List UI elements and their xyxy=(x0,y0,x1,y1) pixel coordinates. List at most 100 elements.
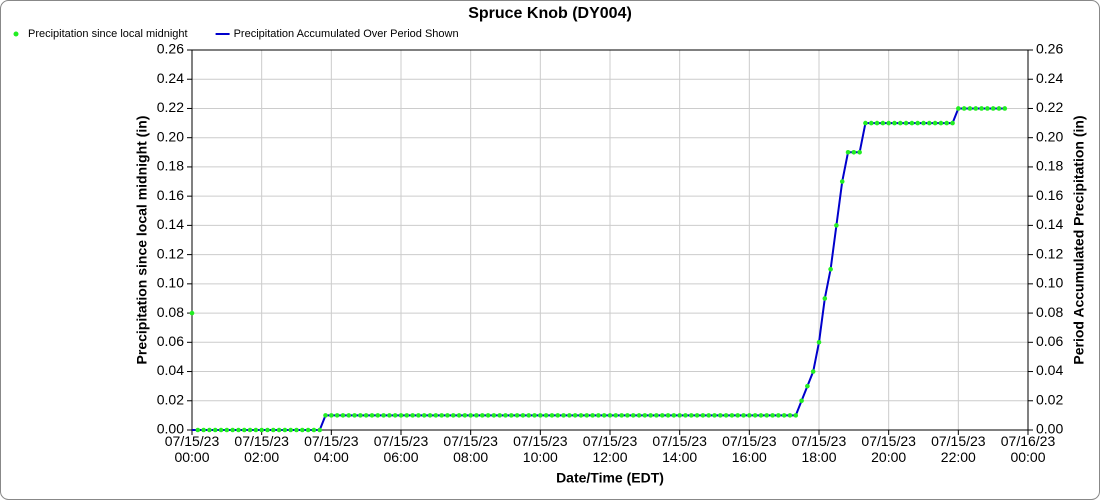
data-point xyxy=(421,413,427,418)
x-axis-label: Date/Time (EDT) xyxy=(556,470,664,486)
x-tick-label: 07/15/23 06:00 xyxy=(374,433,429,465)
data-point xyxy=(514,413,520,418)
y-tick-label: 0.04 xyxy=(157,362,184,378)
data-point xyxy=(973,106,979,111)
data-point xyxy=(259,427,264,433)
x-tick-label: 07/15/23 02:00 xyxy=(234,433,289,465)
data-point xyxy=(317,427,323,433)
x-tick-label: 07/15/23 16:00 xyxy=(722,433,777,465)
y-tick-label: 0.12 xyxy=(157,245,184,261)
y-tick-label: 0.16 xyxy=(157,187,184,203)
data-point xyxy=(729,413,735,418)
data-point xyxy=(503,413,508,418)
data-point xyxy=(909,120,915,126)
data-point xyxy=(799,398,804,404)
data-point xyxy=(450,413,456,418)
data-point xyxy=(607,413,613,418)
x-tick-label: 07/15/23 18:00 xyxy=(792,433,847,465)
legend-marker xyxy=(13,31,19,37)
x-tick-label: 07/15/23 10:00 xyxy=(513,433,568,465)
data-point xyxy=(491,413,497,418)
data-point xyxy=(207,427,212,433)
data-point xyxy=(776,413,781,418)
y-tick-label: 0.24 xyxy=(157,70,184,86)
y-axis-label: Precipitation since local midnight (in) xyxy=(134,116,150,365)
data-point xyxy=(358,413,363,418)
data-point xyxy=(288,427,293,433)
data-point xyxy=(880,120,886,126)
data-point xyxy=(741,413,746,418)
data-point xyxy=(839,179,845,184)
y2-tick-label: 0.00 xyxy=(1036,421,1063,437)
data-point xyxy=(282,427,288,433)
data-point xyxy=(950,120,955,126)
data-point xyxy=(828,266,833,272)
data-point xyxy=(822,296,828,301)
x-tick-label: 07/15/23 04:00 xyxy=(304,433,359,465)
data-point xyxy=(340,413,346,418)
data-point xyxy=(700,413,706,418)
data-point xyxy=(938,120,944,126)
data-point xyxy=(805,383,810,389)
legend-label: Precipitation Accumulated Over Period Sh… xyxy=(234,28,459,40)
data-point xyxy=(915,120,920,126)
data-point xyxy=(241,427,247,433)
data-point xyxy=(967,106,973,111)
data-point xyxy=(323,413,328,418)
data-point xyxy=(294,427,299,433)
y2-tick-label: 0.26 xyxy=(1036,41,1063,57)
y-tick-label: 0.22 xyxy=(157,99,184,115)
y-tick-label: 0.00 xyxy=(157,421,184,437)
data-point xyxy=(764,413,770,418)
data-point xyxy=(538,413,543,418)
data-point xyxy=(572,413,578,418)
data-point xyxy=(747,413,752,418)
data-point xyxy=(398,413,404,418)
data-point xyxy=(793,413,799,418)
data-point xyxy=(886,120,891,126)
x-tick-label: 07/15/23 12:00 xyxy=(583,433,638,465)
data-point xyxy=(410,413,415,418)
data-point xyxy=(810,369,816,374)
data-point xyxy=(596,413,601,418)
y-tick-label: 0.26 xyxy=(157,41,184,57)
data-point xyxy=(375,413,381,418)
data-point xyxy=(868,120,874,126)
data-point xyxy=(236,427,241,433)
data-point xyxy=(555,413,561,418)
x-tick-label: 07/15/23 08:00 xyxy=(443,433,498,465)
data-point xyxy=(276,427,282,433)
y2-tick-label: 0.20 xyxy=(1036,128,1063,144)
data-point xyxy=(897,120,903,126)
data-point xyxy=(770,413,775,418)
data-point xyxy=(543,413,549,418)
data-point xyxy=(735,413,741,418)
data-point xyxy=(346,413,352,418)
y2-tick-label: 0.08 xyxy=(1036,304,1063,320)
data-point xyxy=(845,150,851,155)
x-tick-label: 07/15/23 22:00 xyxy=(931,433,986,465)
data-point xyxy=(944,120,950,126)
data-point xyxy=(601,413,607,418)
data-point xyxy=(212,427,218,433)
data-point xyxy=(363,413,369,418)
data-point xyxy=(665,413,671,418)
data-point xyxy=(630,413,636,418)
data-point xyxy=(456,413,462,418)
data-point xyxy=(927,120,932,126)
data-point xyxy=(526,413,532,418)
data-point xyxy=(549,413,555,418)
data-point xyxy=(712,413,717,418)
data-point xyxy=(334,413,340,418)
data-point xyxy=(851,150,857,155)
data-point xyxy=(787,413,793,418)
data-point xyxy=(218,427,224,433)
data-point xyxy=(369,413,375,418)
data-point xyxy=(352,413,357,418)
data-point xyxy=(834,223,839,228)
data-point xyxy=(201,427,206,433)
data-point xyxy=(265,427,270,433)
data-point xyxy=(468,413,473,418)
data-point xyxy=(532,413,537,418)
